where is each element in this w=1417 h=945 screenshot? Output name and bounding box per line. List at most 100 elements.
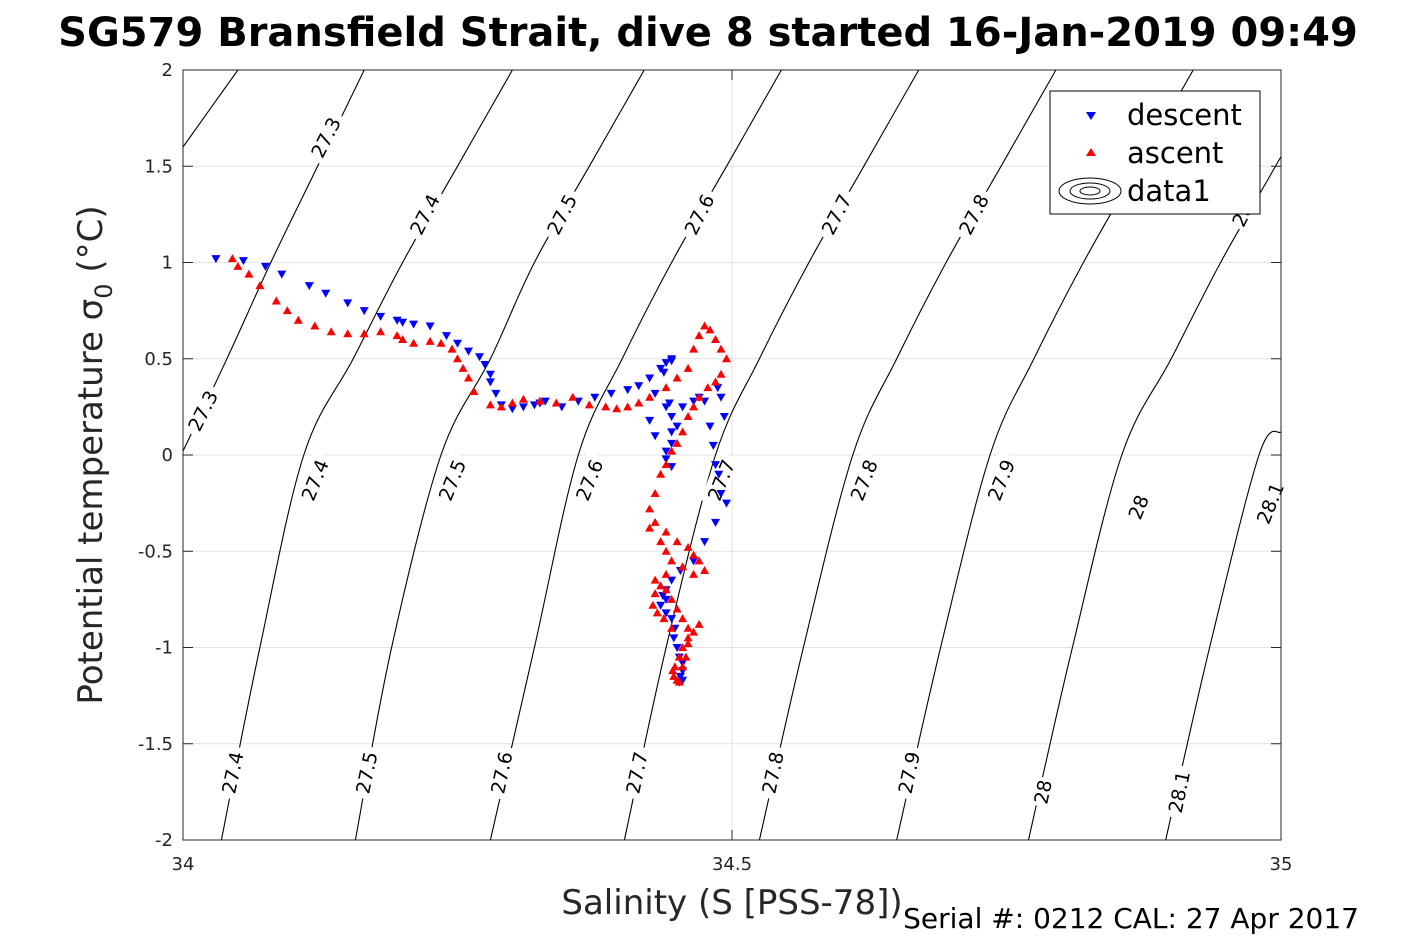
contour-line-27.7: [623, 70, 920, 840]
ascent-point: [689, 550, 699, 559]
contour-label-bg: [1161, 763, 1195, 820]
ascent-point: [425, 336, 435, 345]
descent-point: [304, 282, 314, 291]
ascent-point: [667, 556, 677, 565]
ascent-point: [650, 489, 660, 497]
ascent-point: [507, 398, 517, 407]
legend-box: [1049, 90, 1261, 215]
descent-point: [650, 432, 660, 441]
ascent-point: [652, 608, 662, 617]
ascent-point: [392, 331, 402, 340]
descent-point: [716, 490, 726, 498]
descent-point: [716, 393, 726, 402]
ascent-point: [678, 427, 688, 436]
descent-point: [359, 307, 369, 316]
contour-line-27.6: [489, 70, 782, 840]
ascent-point: [244, 269, 254, 278]
legend-descent-label: descent: [1127, 98, 1242, 132]
ascent-point: [656, 469, 666, 478]
descent-point: [277, 270, 287, 279]
ascent-point: [683, 542, 693, 551]
contour-line-27.8: [758, 70, 1057, 840]
contour-label-bg: [842, 451, 883, 508]
contour-label-bg: [755, 744, 788, 801]
descent-point: [667, 439, 677, 448]
ascent-point: [233, 261, 243, 270]
descent-point: [485, 378, 495, 387]
ascent-point: [661, 383, 671, 392]
descent-point: [480, 361, 490, 369]
legend-contour-icon: [1058, 177, 1122, 205]
y-tick-label: -1.5: [138, 734, 173, 755]
ascent-point: [648, 600, 658, 609]
ascent-point: [661, 585, 671, 594]
chart-title: SG579 Bransfield Strait, dive 8 started …: [58, 10, 1358, 56]
ascent-point: [458, 363, 468, 372]
ascent-point: [464, 373, 473, 382]
ascent-point: [703, 383, 713, 392]
descent-point: [656, 601, 666, 610]
y-tick-label: 1: [162, 253, 173, 274]
ascent-point: [689, 569, 699, 578]
ascent-point: [650, 517, 660, 526]
contour-label-group: 27.9: [891, 744, 925, 801]
descent-point: [321, 289, 331, 298]
ascent-point: [645, 504, 655, 513]
descent-point: [667, 413, 677, 421]
ascent-point: [683, 639, 693, 648]
descent-point: [661, 455, 671, 464]
contour-label-bg: [700, 451, 741, 508]
contour-label-bg: [891, 744, 924, 801]
y-tick-label: -2: [155, 830, 173, 851]
ascent-point: [674, 652, 684, 661]
ascent-point: [227, 254, 237, 263]
descent-point: [623, 386, 633, 395]
ascent-point: [453, 354, 462, 363]
ascent-point: [681, 652, 691, 661]
ascent-point: [659, 614, 669, 623]
ascent-point: [496, 402, 506, 411]
ascent-point: [656, 581, 666, 590]
descent-point: [713, 384, 723, 393]
descent-point: [398, 318, 408, 327]
ascent-point: [694, 392, 704, 401]
contour-label-bg: [293, 451, 334, 508]
descent-point: [661, 609, 671, 618]
descent-point: [667, 615, 677, 624]
ascent-point: [667, 623, 677, 632]
contour-label-bg: [180, 382, 224, 439]
descent-point: [590, 393, 600, 402]
ascent-point: [645, 392, 655, 401]
descent-point: [606, 389, 616, 398]
ascent-point: [568, 392, 578, 401]
ascent-point: [711, 335, 720, 343]
contour-label-bg: [951, 185, 995, 243]
descent-point: [425, 322, 435, 331]
descent-point: [711, 461, 720, 470]
ascent-point: [650, 575, 660, 584]
descent-point: [664, 399, 674, 408]
ascent-point: [601, 402, 611, 411]
ascent-point: [667, 446, 677, 455]
descent-point: [689, 557, 699, 566]
descent-point: [409, 320, 419, 329]
contour-label-group: 27.4: [215, 744, 249, 801]
ascent-point: [722, 354, 731, 363]
ascent-point: [656, 537, 666, 546]
legend: descent ascent data1: [1049, 90, 1261, 215]
x-axis-label: Salinity (S [PSS-78]): [561, 883, 902, 923]
ascent-point: [409, 338, 419, 347]
ascent-point: [716, 369, 726, 378]
ascent-point: [716, 344, 726, 353]
ascent-point: [535, 396, 545, 405]
descent-point: [667, 357, 677, 366]
ascent-point: [694, 556, 704, 565]
x-tick-label: 34.5: [712, 854, 752, 875]
ascent-point: [271, 296, 281, 305]
descent-point: [343, 299, 353, 308]
ascent-point: [694, 331, 704, 340]
ascent-point: [668, 666, 678, 675]
ascent-point: [326, 327, 336, 336]
ascent-point: [674, 677, 684, 686]
ascent-point: [672, 604, 682, 613]
